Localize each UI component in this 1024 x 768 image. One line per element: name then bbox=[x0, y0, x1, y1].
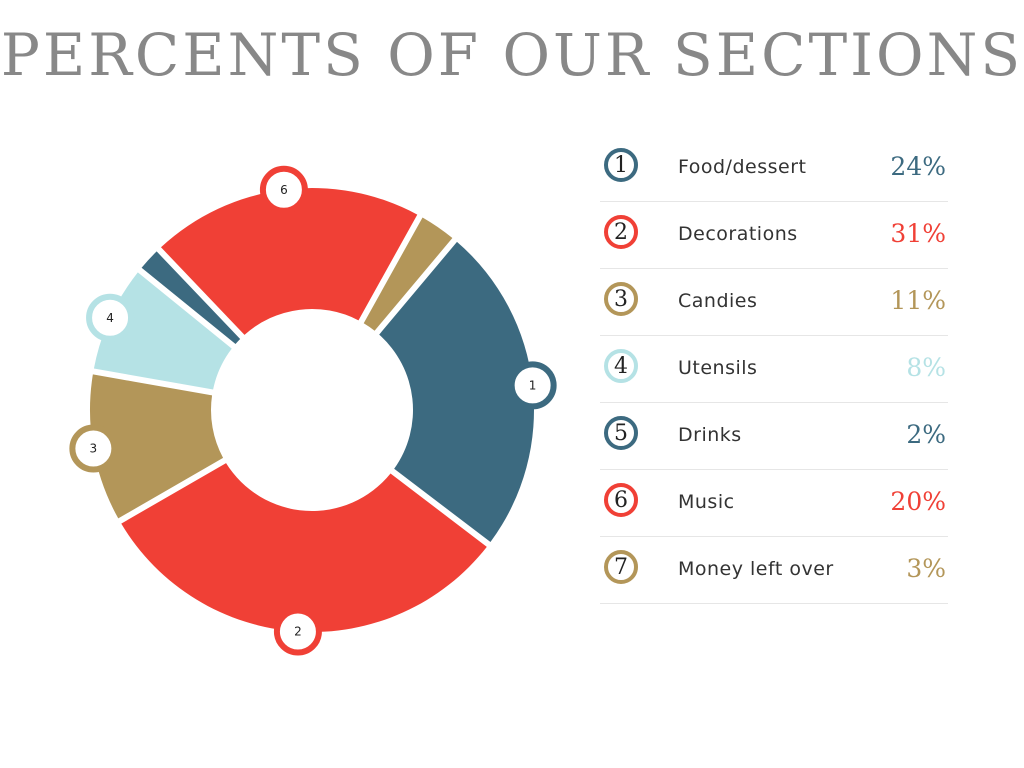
slice-marker-2: 2 bbox=[273, 607, 322, 656]
legend-number: 5 bbox=[604, 416, 638, 450]
chart-title: PERCENTS OF OUR SECTIONS bbox=[0, 21, 1024, 89]
legend-label: Decorations bbox=[678, 223, 798, 245]
legend-percent: 11% bbox=[890, 286, 946, 315]
legend-number: 3 bbox=[604, 282, 638, 316]
donut-slice-2 bbox=[121, 463, 487, 633]
legend-row: 6 Music 20% bbox=[600, 470, 948, 537]
legend-label: Music bbox=[678, 491, 735, 513]
legend-row: 4 Utensils 8% bbox=[600, 336, 948, 403]
donut-slice-7 bbox=[363, 217, 453, 331]
donut-slice-4 bbox=[93, 272, 232, 390]
slice-marker-label: 6 bbox=[280, 183, 288, 197]
donut-chart: 1 2 3 4 6 bbox=[69, 165, 557, 656]
legend-label: Money left over bbox=[678, 558, 834, 580]
legend-label: Utensils bbox=[678, 357, 758, 379]
donut-slice-1 bbox=[379, 241, 534, 543]
legend-number: 1 bbox=[604, 148, 638, 182]
slice-marker-1: 1 bbox=[508, 361, 557, 410]
legend: 1 Food/dessert 24% 2 Decorations 31% 3 Candies 1… bbox=[600, 135, 948, 604]
legend-percent: 8% bbox=[906, 353, 946, 382]
slice-marker-6: 6 bbox=[259, 165, 308, 214]
legend-row: 5 Drinks 2% bbox=[600, 403, 948, 470]
legend-label: Food/dessert bbox=[678, 156, 807, 178]
legend-percent: 24% bbox=[890, 152, 946, 181]
legend-row: 7 Money left over 3% bbox=[600, 537, 948, 604]
slice-marker-4: 4 bbox=[86, 293, 135, 342]
legend-number: 2 bbox=[604, 215, 638, 249]
legend-number: 4 bbox=[604, 349, 638, 383]
donut-slice-6 bbox=[160, 188, 418, 335]
legend-number: 6 bbox=[604, 483, 638, 517]
slice-marker-label: 4 bbox=[106, 311, 114, 325]
legend-label: Drinks bbox=[678, 424, 742, 446]
donut-slice-3 bbox=[89, 374, 224, 519]
legend-label: Candies bbox=[678, 290, 758, 312]
slice-marker-label: 3 bbox=[90, 442, 98, 456]
legend-percent: 2% bbox=[906, 420, 946, 449]
slice-marker-label: 2 bbox=[294, 625, 302, 639]
legend-row: 3 Candies 11% bbox=[600, 269, 948, 336]
slice-marker-3: 3 bbox=[69, 424, 118, 473]
legend-row: 2 Decorations 31% bbox=[600, 202, 948, 269]
legend-percent: 31% bbox=[890, 219, 946, 248]
slice-marker-label: 1 bbox=[529, 378, 537, 392]
donut-slice-5 bbox=[141, 251, 241, 345]
legend-number: 7 bbox=[604, 550, 638, 584]
legend-percent: 3% bbox=[906, 554, 946, 583]
legend-percent: 20% bbox=[890, 487, 946, 516]
legend-row: 1 Food/dessert 24% bbox=[600, 135, 948, 202]
